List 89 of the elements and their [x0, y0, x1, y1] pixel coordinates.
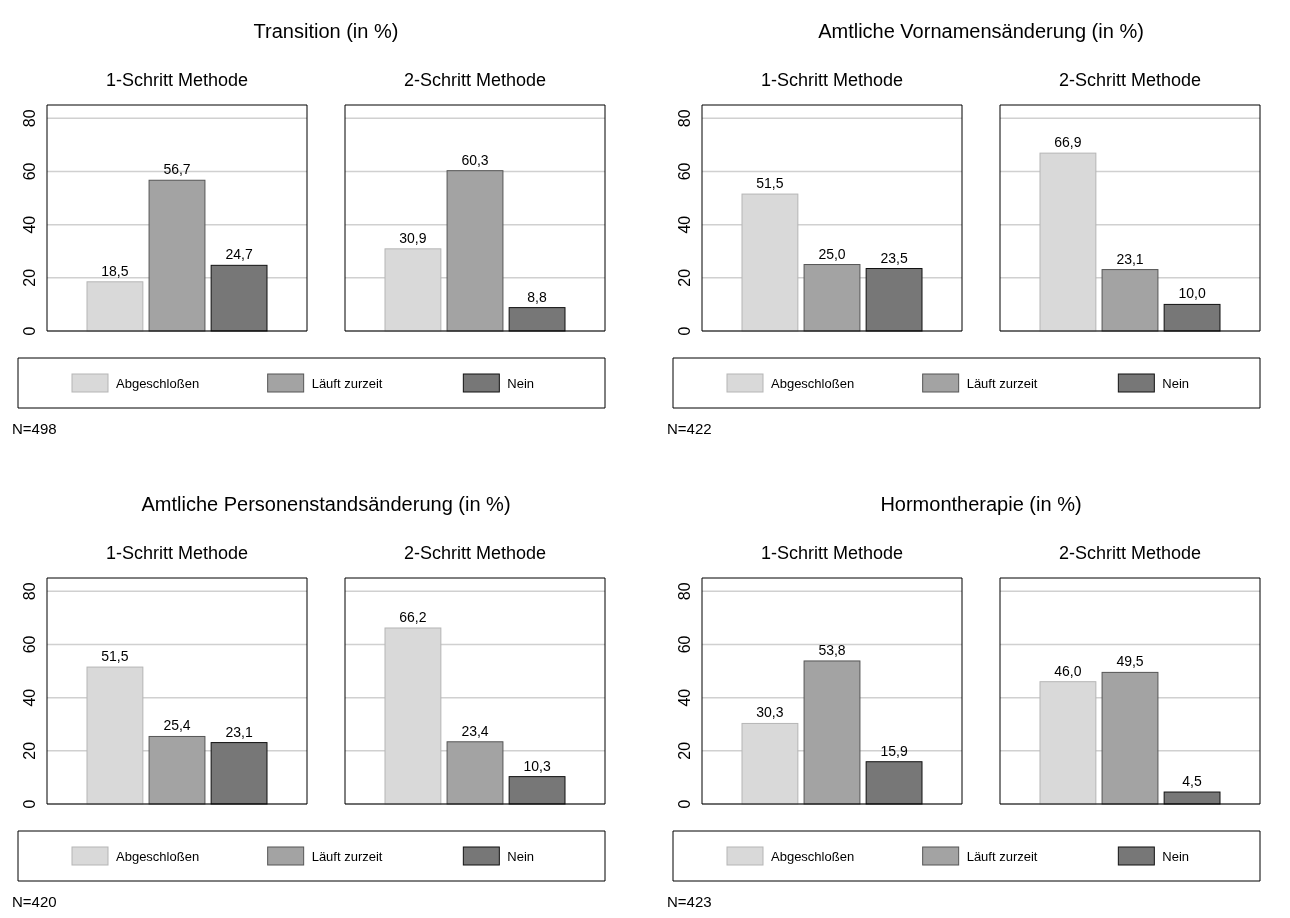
y-tick-label: 80: [676, 582, 693, 601]
y-tick-label: 20: [676, 268, 693, 287]
text: N=423: [667, 893, 712, 910]
y-tick-label: 0: [21, 326, 38, 336]
bar: [1101, 671, 1159, 805]
text: N=420: [12, 893, 57, 910]
chart-title: Transition (in %): [253, 20, 399, 42]
data-label: 18,5: [101, 262, 129, 279]
data-label: 46,0: [1054, 662, 1082, 679]
data-label: 51,5: [756, 175, 784, 192]
x-tick-label: 1-Schritt Methode: [105, 70, 249, 90]
y-tick-label: 80: [21, 109, 38, 128]
bar: [1101, 269, 1159, 332]
data-label: 23,1: [1116, 250, 1144, 267]
x-tick-label: 1-Schritt Methode: [760, 70, 904, 90]
bar: [446, 170, 504, 332]
bar: [865, 761, 923, 805]
text: N=422: [667, 420, 712, 437]
legend-label: Abgeschloßen: [771, 849, 855, 864]
bar: [803, 264, 861, 332]
chart-title: Hormontherapie (in %): [880, 493, 1082, 515]
legend-label: Läuft zurzeit: [966, 376, 1038, 391]
data-label: 66,9: [1054, 134, 1082, 151]
legend-label: Nein: [1162, 849, 1190, 864]
y-tick-label: 40: [21, 688, 38, 707]
x-tick-label: 1-Schritt Methode: [760, 543, 904, 563]
y-tick-label: 40: [676, 215, 693, 234]
data-label: 24,7: [225, 246, 253, 263]
legend-label: Abgeschloßen: [771, 376, 855, 391]
data-label: 51,5: [101, 648, 129, 665]
bar: [148, 179, 206, 332]
y-tick-label: 60: [21, 162, 38, 181]
y-tick-label: 0: [676, 326, 693, 336]
data-label: 23,1: [225, 723, 253, 740]
data-label: 10,3: [523, 757, 551, 774]
bar: [210, 264, 268, 332]
bar: [1163, 303, 1221, 332]
y-tick-label: 80: [21, 582, 38, 601]
data-label: 53,8: [818, 641, 846, 658]
legend-label: Abgeschloßen: [116, 376, 200, 391]
legend-label: Läuft zurzeit: [966, 849, 1038, 864]
legend-label: Nein: [507, 376, 535, 391]
x-tick-label: 1-Schritt Methode: [105, 543, 249, 563]
data-label: 66,2: [399, 608, 427, 625]
x-tick-label: 2-Schritt Methode: [403, 543, 547, 563]
legend-label: Nein: [1162, 376, 1190, 391]
x-tick-label: 2-Schritt Methode: [1058, 543, 1202, 563]
data-label: 23,4: [461, 722, 489, 739]
data-label: 10,0: [1178, 285, 1206, 302]
y-tick-label: 40: [21, 215, 38, 234]
y-tick-label: 40: [676, 688, 693, 707]
data-label: 25,4: [163, 717, 191, 734]
chart-title: Amtliche Personenstandsänderung (in %): [141, 493, 511, 515]
bar: [865, 268, 923, 332]
data-label: 23,5: [880, 249, 908, 266]
y-tick-label: 60: [676, 162, 693, 181]
y-tick-label: 0: [21, 799, 38, 809]
y-tick-label: 20: [676, 741, 693, 760]
text: N=498: [12, 420, 57, 437]
data-label: 25,0: [818, 245, 846, 262]
x-tick-label: 2-Schritt Methode: [1058, 70, 1202, 90]
bar: [446, 741, 504, 805]
legend-label: Läuft zurzeit: [311, 849, 383, 864]
y-tick-label: 60: [676, 635, 693, 654]
bar: [508, 307, 566, 332]
data-label: 56,7: [163, 161, 191, 178]
legend-label: Nein: [507, 849, 535, 864]
y-tick-label: 80: [676, 109, 693, 128]
legend-label: Läuft zurzeit: [311, 376, 383, 391]
y-tick-label: 0: [676, 799, 693, 809]
chart-title: Amtliche Vornamensänderung (in %): [818, 20, 1144, 42]
bar: [803, 660, 861, 805]
data-label: 30,9: [399, 229, 427, 246]
y-tick-label: 20: [21, 741, 38, 760]
data-label: 30,3: [756, 704, 784, 721]
bar: [1163, 791, 1221, 805]
legend-label: Abgeschloßen: [116, 849, 200, 864]
bar: [86, 281, 144, 332]
data-label: 49,5: [1116, 653, 1144, 670]
x-tick-label: 2-Schritt Methode: [403, 70, 547, 90]
bar: [210, 742, 268, 805]
data-label: 8,8: [527, 288, 548, 305]
y-tick-label: 60: [21, 635, 38, 654]
data-label: 4,5: [1182, 773, 1203, 790]
bar: [148, 735, 206, 805]
bar: [508, 776, 566, 805]
data-label: 60,3: [461, 151, 489, 168]
data-label: 15,9: [880, 742, 908, 759]
y-tick-label: 20: [21, 268, 38, 287]
